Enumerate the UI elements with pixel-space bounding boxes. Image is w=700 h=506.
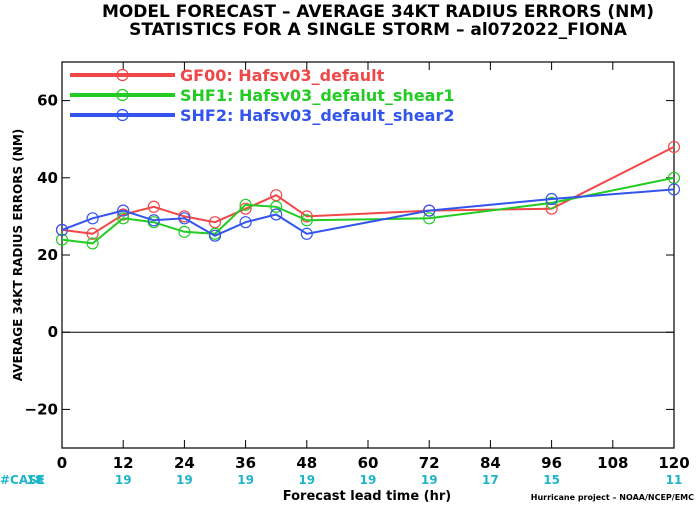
legend-marker [116, 68, 129, 82]
case-count: 19 [360, 473, 377, 487]
y-tick-label: 20 [37, 246, 58, 264]
data-point [86, 227, 99, 240]
data-point [208, 229, 222, 242]
case-count: 19 [237, 473, 254, 487]
data-point [300, 210, 313, 223]
data-point [117, 204, 130, 217]
x-tick-label: 96 [541, 454, 562, 472]
x-tick-label: 12 [113, 454, 134, 472]
legend-label: SHF1: Hafsv03_defalut_shear1 [180, 86, 454, 105]
case-count: 18 [27, 473, 44, 487]
case-count: 17 [482, 473, 499, 487]
data-point [239, 198, 252, 211]
data-point [423, 204, 436, 217]
case-count: 19 [176, 473, 193, 487]
y-tick-label: 40 [37, 169, 58, 187]
data-point [300, 227, 313, 240]
data-point [147, 200, 160, 213]
x-tick-label: 108 [597, 454, 628, 472]
legend-marker [116, 108, 129, 122]
data-point [545, 192, 558, 206]
case-count: 19 [115, 473, 132, 487]
y-tick-label: −20 [25, 400, 58, 418]
case-count: 19 [421, 473, 438, 487]
x-tick-label: 0 [57, 454, 67, 472]
x-tick-label: 60 [358, 454, 379, 472]
x-tick-label: 72 [419, 454, 440, 472]
legend-marker [116, 88, 129, 102]
series-line-1 [61, 176, 675, 245]
data-point [423, 212, 436, 225]
data-point [117, 212, 130, 225]
case-count: 15 [543, 473, 560, 487]
data-point [667, 183, 681, 196]
data-point [147, 214, 160, 227]
x-tick-label: 84 [480, 454, 501, 472]
data-point [300, 214, 313, 227]
data-point [55, 233, 69, 246]
data-point [270, 208, 283, 221]
data-point [545, 196, 558, 209]
data-point [178, 225, 191, 238]
y-tick-label: 60 [37, 92, 58, 110]
case-count: 19 [298, 473, 315, 487]
y-axis-label: AVERAGE 34KT RADIUS ERRORS (NM) [11, 129, 25, 381]
data-point [667, 140, 681, 154]
data-point [55, 223, 69, 237]
x-tick-label: 120 [658, 454, 689, 472]
plot-area: −20 0 20 40 60 0 12 24 36 48 60 72 84 96 108 120 GF00: H… [25, 61, 690, 487]
data-point [178, 212, 191, 225]
chart-subtitle: STATISTICS FOR A SINGLE STORM – al072022… [129, 20, 628, 40]
legend-label: GF00: Hafsv03_default [180, 66, 385, 85]
legend-label: SHF2: Hafsv03_default_shear2 [180, 106, 454, 125]
case-count: 11 [666, 473, 683, 487]
chart-title: MODEL FORECAST – AVERAGE 34KT RADIUS ERR… [102, 2, 654, 22]
credit-text: Hurricane project – NOAA/NCEP/EMC [531, 493, 694, 502]
data-point [117, 208, 130, 221]
x-tick-label: 36 [235, 454, 256, 472]
data-point [239, 216, 252, 229]
x-axis-label: Forecast lead time (hr) [283, 489, 451, 504]
y-tick-label: 0 [48, 323, 58, 341]
data-point [86, 237, 99, 250]
data-point [86, 212, 99, 225]
x-tick-label: 48 [296, 454, 317, 472]
data-point [270, 200, 283, 213]
x-tick-label: 24 [174, 454, 195, 472]
case-label: #CASE [0, 473, 45, 487]
